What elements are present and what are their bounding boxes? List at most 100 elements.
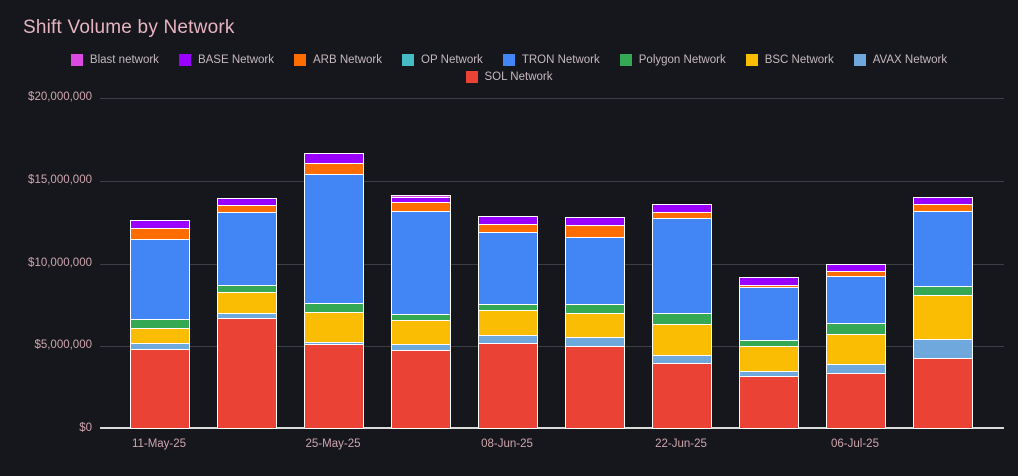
bar-segment-avax-network[interactable] <box>479 336 537 344</box>
bar-segment-tron-network[interactable] <box>566 237 624 305</box>
legend-item-base-network[interactable]: BASE Network <box>178 54 274 66</box>
y-axis-tick-label: $10,000,000 <box>28 256 92 269</box>
bar-segment-base-network[interactable] <box>827 264 885 272</box>
bar-segment-bsc-network[interactable] <box>392 321 450 346</box>
bar-segment-arb-network[interactable] <box>131 228 189 241</box>
bar-segment-tron-network[interactable] <box>740 288 798 342</box>
y-axis-tick-label: $5,000,000 <box>34 339 92 352</box>
bar-segment-polygon-network[interactable] <box>566 304 624 314</box>
bar-segment-sol-network[interactable] <box>218 318 276 428</box>
bar-11-may-25 <box>130 220 190 429</box>
legend-item-arb-network[interactable]: ARB Network <box>294 54 382 66</box>
legend-item-avax-network[interactable]: AVAX Network <box>853 54 947 66</box>
bar-segment-polygon-network[interactable] <box>392 315 450 322</box>
bar-segment-arb-network[interactable] <box>827 271 885 277</box>
bar-segment-avax-network[interactable] <box>305 343 363 346</box>
bar-segment-bsc-network[interactable] <box>827 334 885 366</box>
bar-segment-bsc-network[interactable] <box>914 296 972 341</box>
bar-segment-tron-network[interactable] <box>392 212 450 316</box>
bar-segment-arb-network[interactable] <box>305 163 363 176</box>
x-axis-tick-label: 22-Jun-25 <box>655 438 707 450</box>
bar-segment-tron-network[interactable] <box>218 212 276 286</box>
bar-segment-polygon-network[interactable] <box>218 285 276 294</box>
bar-segment-base-network[interactable] <box>218 198 276 207</box>
y-axis-tick-label: $15,000,000 <box>28 173 92 186</box>
bar-segment-base-network[interactable] <box>305 153 363 164</box>
bar-13-jul-25 <box>913 197 973 429</box>
bar-segment-sol-network[interactable] <box>131 350 189 428</box>
bar-segment-sol-network[interactable] <box>914 358 972 428</box>
bar-segment-blast-network[interactable] <box>392 195 450 198</box>
bar-segment-base-network[interactable] <box>479 217 537 226</box>
plot-area: $0 $5,000,000 $10,000,000 $15,000,000 $20,00… <box>28 91 1004 450</box>
bar-segment-base-network[interactable] <box>131 221 189 229</box>
bar-segment-polygon-network[interactable] <box>827 323 885 335</box>
bar-segment-arb-network[interactable] <box>566 226 624 238</box>
legend-row-1: Blast network BASE Network ARB Network OP N… <box>70 54 947 66</box>
bar-segment-base-network[interactable] <box>653 204 711 213</box>
bar-segment-avax-network[interactable] <box>740 371 798 377</box>
legend-item-blast-network[interactable]: Blast network <box>70 54 159 66</box>
legend-label: ARB Network <box>313 54 383 66</box>
bar-segment-sol-network[interactable] <box>740 376 798 428</box>
bar-segment-bsc-network[interactable] <box>305 312 363 344</box>
bar-segment-base-network[interactable] <box>740 278 798 286</box>
bar-segment-bsc-network[interactable] <box>479 310 537 337</box>
legend-swatch-avax-network <box>853 54 866 66</box>
bar-segment-polygon-network[interactable] <box>914 287 972 297</box>
bar-segment-arb-network[interactable] <box>740 285 798 289</box>
gridline-$20,000,000 <box>100 98 1004 99</box>
gridline-$5,000,000 <box>100 346 1004 348</box>
bar-segment-bsc-network[interactable] <box>653 324 711 357</box>
bar-segment-arb-network[interactable] <box>392 202 450 213</box>
legend-item-tron-network[interactable]: TRON Network <box>502 54 600 66</box>
bar-segment-sol-network[interactable] <box>566 346 624 428</box>
bar-segment-tron-network[interactable] <box>653 218 711 314</box>
legend: Blast network BASE Network ARB Network OP N… <box>0 54 1018 83</box>
bar-segment-polygon-network[interactable] <box>479 304 537 311</box>
bar-segment-arb-network[interactable] <box>479 225 537 233</box>
bar-segment-sol-network[interactable] <box>479 343 537 428</box>
legend-label: SOL Network <box>484 71 553 83</box>
bar-segment-avax-network[interactable] <box>218 313 276 319</box>
bar-segment-tron-network[interactable] <box>131 240 189 321</box>
bar-segment-sol-network[interactable] <box>827 374 885 428</box>
bar-segment-avax-network[interactable] <box>914 340 972 359</box>
bar-segment-base-network[interactable] <box>566 217 624 227</box>
x-axis-tick-label: 08-Jun-25 <box>481 438 533 450</box>
bar-segment-arb-network[interactable] <box>218 206 276 213</box>
bar-segment-tron-network[interactable] <box>479 232 537 305</box>
bar-segment-base-network[interactable] <box>914 198 972 206</box>
bar-segment-base-network[interactable] <box>392 197 450 203</box>
legend-item-polygon-network[interactable]: Polygon Network <box>619 54 726 66</box>
bar-segment-arb-network[interactable] <box>653 212 711 219</box>
bar-segment-avax-network[interactable] <box>131 344 189 351</box>
bar-segment-tron-network[interactable] <box>914 212 972 288</box>
bar-segment-polygon-network[interactable] <box>653 313 711 325</box>
legend-item-bsc-network[interactable]: BSC Network <box>745 54 834 66</box>
bar-segment-bsc-network[interactable] <box>566 313 624 338</box>
y-axis-tick-label: $20,000,000 <box>28 91 92 103</box>
bar-segment-avax-network[interactable] <box>566 337 624 347</box>
legend-label: TRON Network <box>521 54 600 66</box>
y-axis-tick-label: $0 <box>79 422 92 434</box>
bar-segment-avax-network[interactable] <box>653 356 711 364</box>
legend-item-sol-network[interactable]: SOL Network <box>465 71 553 83</box>
bar-segment-tron-network[interactable] <box>827 276 885 324</box>
bar-segment-avax-network[interactable] <box>827 365 885 375</box>
bar-segment-bsc-network[interactable] <box>740 346 798 372</box>
bar-segment-arb-network[interactable] <box>914 205 972 213</box>
bar-segment-sol-network[interactable] <box>392 351 450 428</box>
bar-segment-avax-network[interactable] <box>392 345 450 351</box>
bar-segment-polygon-network[interactable] <box>305 304 363 313</box>
bar-segment-bsc-network[interactable] <box>131 328 189 345</box>
bar-segment-polygon-network[interactable] <box>131 320 189 329</box>
x-axis-tick-label: 11-May-25 <box>131 438 187 450</box>
legend-swatch-bsc-network <box>745 54 758 66</box>
bar-segment-bsc-network[interactable] <box>218 293 276 314</box>
bar-segment-sol-network[interactable] <box>653 363 711 428</box>
bar-segment-tron-network[interactable] <box>305 175 363 305</box>
bar-segment-sol-network[interactable] <box>305 345 363 428</box>
bar-segment-polygon-network[interactable] <box>740 341 798 347</box>
legend-item-op-network[interactable]: OP Network <box>402 54 483 66</box>
